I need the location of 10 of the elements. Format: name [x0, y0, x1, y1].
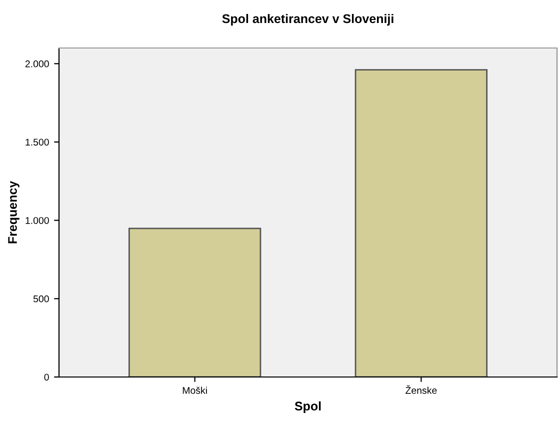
x-tick-label: Ženske	[406, 385, 437, 394]
x-tick-label: Moški	[182, 386, 207, 394]
y-tick-label: 2.000	[25, 60, 49, 68]
chart-title: Spol anketirancev v Sloveniji	[222, 14, 394, 26]
y-tick-label: 1.500	[26, 138, 49, 146]
y-tick-label: 0	[44, 374, 49, 381]
y-tick-label: 1.000	[26, 217, 49, 224]
y-axis-title: Frequency	[8, 180, 20, 244]
y-tick-label: 500	[33, 295, 49, 302]
x-axis-title: Spol	[294, 401, 321, 413]
